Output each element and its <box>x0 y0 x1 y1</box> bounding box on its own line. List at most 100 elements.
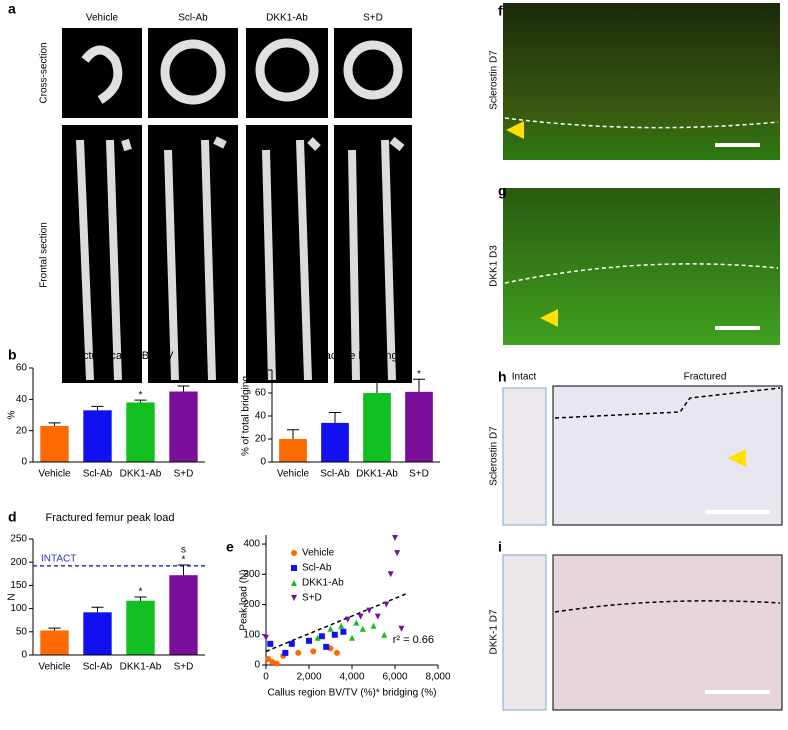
chart-title: Fractured femur peak load <box>45 512 174 524</box>
row-label: Sclerostin D7 <box>489 426 500 486</box>
x-tick-label: 6,000 <box>382 672 407 683</box>
legend-label: Scl-Ab <box>302 563 332 574</box>
legend-label: S+D <box>302 593 322 604</box>
column-label: DKK1-Ab <box>266 13 308 24</box>
panel-label: h <box>498 369 507 385</box>
x-tick-label: DKK1-Ab <box>356 469 398 480</box>
reference-label: INTACT <box>41 554 76 565</box>
legend-marker <box>291 580 297 586</box>
point <box>331 631 338 638</box>
column-label: Intact <box>512 372 537 383</box>
error-bar <box>48 627 61 631</box>
error-bar <box>177 385 190 392</box>
row-label: Frontal section <box>39 222 50 288</box>
y-tick-label: 100 <box>243 629 260 640</box>
bar <box>83 612 112 655</box>
chart-title: Fracture bridging <box>314 350 397 362</box>
error-bar <box>287 429 299 439</box>
point <box>387 571 394 578</box>
point <box>366 607 373 614</box>
bar <box>83 410 112 462</box>
x-tick-label: S+D <box>409 469 429 480</box>
y-axis-label: % of total bridging <box>241 376 252 456</box>
significance: * <box>182 555 186 566</box>
bar <box>126 402 155 462</box>
legend-label: DKK1-Ab <box>302 578 344 589</box>
x-tick-label: S+D <box>174 662 194 673</box>
y-tick-label: 200 <box>243 599 260 610</box>
point <box>310 648 317 655</box>
error-bar <box>329 412 341 423</box>
y-axis-label: % <box>7 410 18 419</box>
y-tick-label: 300 <box>243 569 260 580</box>
significance: * <box>182 376 186 387</box>
point <box>392 535 398 542</box>
y-tick-label: 100 <box>10 603 27 614</box>
y-tick-label: 20 <box>16 425 28 436</box>
row-label: Cross-section <box>39 42 50 103</box>
y-tick-label: 60 <box>16 363 28 374</box>
point <box>282 649 289 656</box>
y-tick-label: 0 <box>254 660 260 671</box>
x-tick-label: Vehicle <box>38 662 71 673</box>
panel-label: c <box>218 347 226 363</box>
significance: * <box>417 369 421 380</box>
point <box>314 634 321 641</box>
bar <box>169 391 198 462</box>
panel-label: f <box>498 3 503 19</box>
point <box>383 601 390 608</box>
point <box>357 613 364 620</box>
point <box>273 660 280 667</box>
x-axis-label: Callus region BV/TV (%)* bridging (%) <box>268 688 437 699</box>
panel-label: d <box>8 509 17 525</box>
significance: s <box>181 545 186 556</box>
y-axis-label: N <box>7 593 18 600</box>
point <box>359 625 366 632</box>
y-axis-label: Peak load (N) <box>239 569 250 630</box>
panel-label: g <box>498 183 507 199</box>
x-tick-label: Vehicle <box>277 469 310 480</box>
significance: * <box>375 371 379 382</box>
x-tick-label: Scl-Ab <box>83 662 113 673</box>
legend-marker <box>291 565 297 571</box>
point <box>340 628 347 635</box>
y-tick-label: 200 <box>10 557 27 568</box>
bar <box>279 439 307 462</box>
point <box>381 631 388 638</box>
error-bar <box>91 606 104 613</box>
y-tick-label: 400 <box>243 539 260 550</box>
row-label: Sclerostin D7 <box>489 50 500 110</box>
legend-label: Vehicle <box>302 548 335 559</box>
x-tick-label: 0 <box>263 672 269 683</box>
y-tick-label: 0 <box>21 457 27 468</box>
error-bar <box>134 399 147 403</box>
panel-label: a <box>8 1 16 17</box>
point <box>323 643 330 650</box>
point <box>353 619 360 626</box>
point <box>333 649 340 656</box>
bar <box>126 600 155 655</box>
x-tick-label: Scl-Ab <box>83 469 113 480</box>
bar <box>321 422 349 462</box>
error-bar <box>48 422 61 426</box>
y-tick-label: 20 <box>255 434 267 445</box>
bar <box>405 391 433 462</box>
column-label: Scl-Ab <box>178 13 208 24</box>
significance: * <box>139 390 143 401</box>
panel-label: e <box>226 539 234 555</box>
x-tick-label: 4,000 <box>339 672 364 683</box>
point <box>306 637 312 644</box>
y-tick-label: 0 <box>21 650 27 661</box>
x-tick-label: Scl-Ab <box>320 469 350 480</box>
significance: s <box>181 366 186 377</box>
legend-marker <box>291 595 297 601</box>
x-tick-label: DKK1-Ab <box>120 469 162 480</box>
point <box>295 649 302 656</box>
point <box>327 625 334 632</box>
micrographs-right <box>502 3 783 711</box>
point <box>338 622 345 629</box>
panel-label: i <box>498 539 502 555</box>
significance: * <box>139 587 143 598</box>
point <box>263 634 269 641</box>
